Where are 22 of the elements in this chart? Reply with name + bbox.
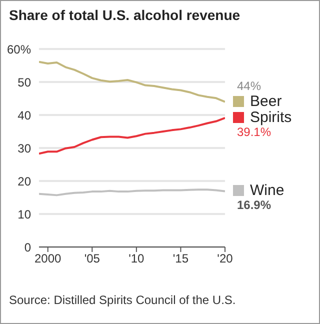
x-tick-label: 2000 — [34, 252, 62, 266]
data-label: 16.9% — [237, 198, 272, 212]
x-tick-label: '15 — [172, 252, 189, 266]
x-tick-label: '05 — [84, 252, 100, 266]
y-tick-label: 10 — [18, 207, 32, 222]
line-series — [39, 116, 225, 155]
y-tick-label: 40 — [18, 108, 32, 122]
x-tick-label: '10 — [128, 252, 145, 266]
x-tick-label: '20 — [217, 252, 234, 266]
data-label: 44% — [237, 78, 262, 93]
legend-label: Spirits — [250, 108, 292, 126]
line-series — [39, 60, 225, 103]
y-tick-label: 50 — [18, 75, 32, 90]
source-note: Source: Distilled Spirits Council of the U.S. — [9, 293, 236, 307]
y-tick-label: 60% — [6, 42, 32, 56]
y-tick-label: 0 — [24, 240, 32, 254]
legend-label: Wine — [250, 182, 284, 200]
legend-label: Beer — [250, 92, 282, 110]
y-tick-label: 20 — [18, 174, 32, 188]
data-label: 39.1% — [237, 124, 272, 139]
y-tick-label: 30 — [18, 141, 32, 156]
chart-title: Share of total U.S. alcohol revenue — [9, 7, 240, 23]
